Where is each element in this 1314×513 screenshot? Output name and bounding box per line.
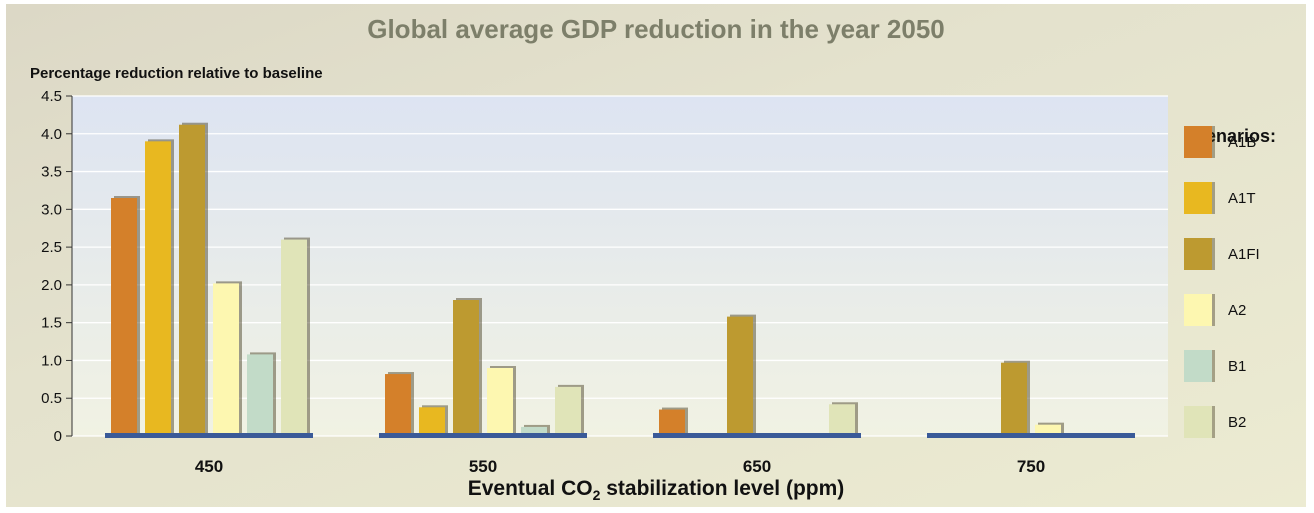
legend-label: A1T — [1228, 190, 1256, 207]
legend-item: A1B — [1184, 126, 1304, 166]
legend-label: B1 — [1228, 358, 1247, 375]
bar-B2-450 — [281, 239, 307, 436]
bar-A1B-450 — [111, 198, 137, 436]
x-axis-label-main: Eventual CO — [467, 477, 593, 500]
y-tick-label: 1.0 — [41, 352, 62, 369]
category-baseline — [105, 433, 313, 438]
y-axis-ticks: 0 0.5 1.0 1.5 2.0 2.5 3.0 3.5 4.0 4.5 — [41, 88, 73, 445]
x-axis-label: Eventual CO2 stabilization level (ppm) — [306, 477, 1006, 503]
legend-swatch — [1184, 294, 1212, 326]
legend-swatch — [1184, 182, 1212, 214]
x-tick-label: 650 — [743, 457, 771, 476]
x-tick-label: 550 — [469, 457, 497, 476]
legend-swatch — [1184, 350, 1212, 382]
y-axis-label: Percentage reduction relative to baselin… — [30, 65, 323, 82]
y-tick-label: 3.0 — [41, 201, 62, 218]
x-tick-label: 750 — [1017, 457, 1045, 476]
bar-A2-750 — [1035, 424, 1061, 436]
category-baseline — [927, 433, 1135, 438]
y-tick-label: 1.5 — [41, 315, 62, 332]
category-baseline — [379, 433, 587, 438]
legend-item: B1 — [1184, 350, 1304, 390]
bar-A2-450 — [213, 283, 239, 436]
bar-A1T-450 — [145, 141, 171, 437]
x-axis-label-subscript: 2 — [592, 487, 601, 504]
legend-label: A1B — [1228, 134, 1257, 151]
legend-label: A1FI — [1228, 246, 1260, 263]
bar-B1-550 — [521, 426, 547, 436]
bar-B2-550 — [555, 386, 581, 436]
x-axis-ticks: 450 550 650 750 — [195, 457, 1045, 476]
category-baseline — [653, 433, 861, 438]
bar-A1FI-450 — [179, 124, 205, 436]
legend-item: B2 — [1184, 406, 1304, 446]
bar-A2-550 — [487, 368, 513, 436]
y-tick-label: 4.5 — [41, 88, 62, 105]
bar-A1B-550 — [385, 374, 411, 436]
y-tick-label: 4.0 — [41, 126, 62, 143]
bar-A1FI-650 — [727, 316, 753, 436]
y-tick-label: 3.5 — [41, 164, 62, 181]
legend-label: B2 — [1228, 414, 1247, 431]
bars — [111, 122, 1064, 437]
bar-A1FI-550 — [453, 300, 479, 436]
y-tick-label: 0 — [54, 428, 62, 445]
bar-B2-650 — [829, 404, 855, 436]
legend-item: A1FI — [1184, 238, 1304, 278]
legend-item: A1T — [1184, 182, 1304, 222]
legend-label: A2 — [1228, 302, 1247, 319]
x-tick-label: 450 — [195, 457, 223, 476]
legend-item: A2 — [1184, 294, 1304, 334]
bar-B1-450 — [247, 354, 273, 436]
y-tick-label: 2.5 — [41, 239, 62, 256]
legend-swatch — [1184, 406, 1212, 438]
category-baselines — [105, 433, 1135, 438]
legend-swatch — [1184, 126, 1212, 158]
y-tick-label: 2.0 — [41, 277, 62, 294]
bar-A1B-650 — [659, 409, 685, 436]
bar-A1FI-750 — [1001, 362, 1027, 436]
legend-swatch — [1184, 238, 1212, 270]
bar-A1T-550 — [419, 407, 445, 436]
chart-title: Global average GDP reduction in the year… — [367, 14, 945, 44]
y-tick-label: 0.5 — [41, 390, 62, 407]
x-axis-label-tail: stabilization level (ppm) — [600, 477, 845, 500]
